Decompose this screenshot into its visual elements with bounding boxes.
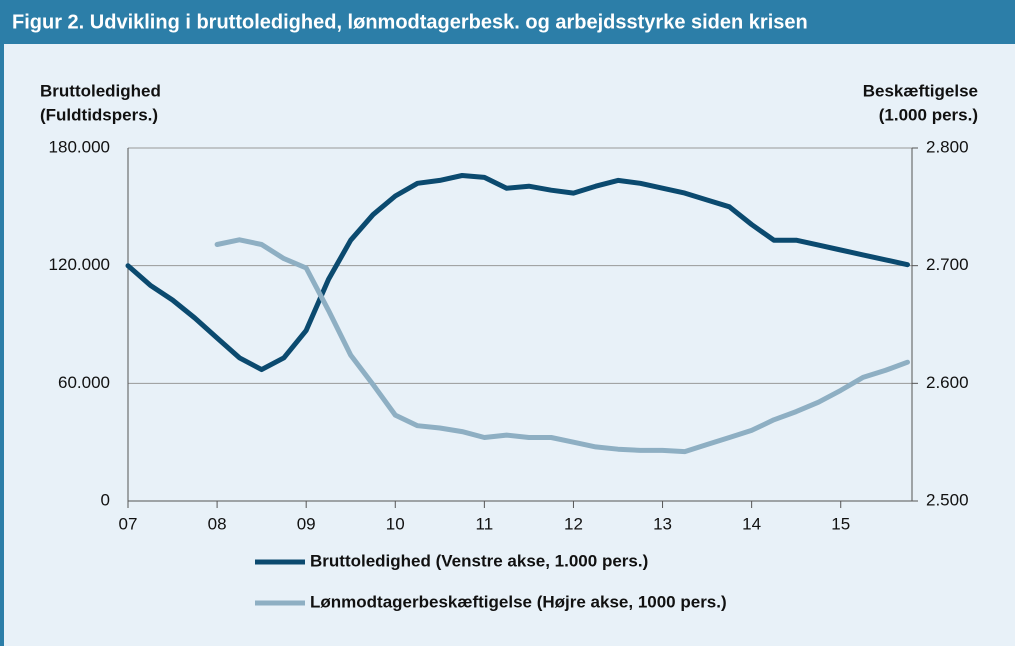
- y-tick-label: 120.000: [49, 255, 110, 274]
- header: [0, 0, 1015, 44]
- y2-tick-label: 2.700: [926, 255, 969, 274]
- y2-tick-label: 2.500: [926, 490, 969, 509]
- x-tick-label: 08: [208, 514, 227, 533]
- y2-tick-label: 2.800: [926, 137, 969, 156]
- x-tick-label: 15: [831, 514, 850, 533]
- line: [214, 237, 910, 455]
- y-tick-label: 0: [101, 490, 110, 509]
- x-tick-label: 07: [119, 514, 138, 533]
- y-tick-label: 60.000: [58, 373, 110, 392]
- x-tick-label: 10: [386, 514, 405, 533]
- y-tick-label: 180.000: [49, 137, 110, 156]
- line: [125, 173, 910, 373]
- x-tick-label: 12: [564, 514, 583, 533]
- y2-axis-label: (1.000 pers.): [879, 105, 978, 124]
- y2-axis-label: Beskæftigelse: [863, 81, 978, 100]
- x-tick-label: 11: [476, 514, 494, 533]
- y-axis-label: (Fuldtidspers.): [40, 105, 158, 124]
- x-tick-label: 13: [653, 514, 672, 533]
- panel-border: [0, 0, 4, 646]
- legend-label: Bruttoledighed (Venstre akse, 1.000 pers…: [310, 551, 648, 570]
- y2-tick-label: 2.600: [926, 373, 969, 392]
- x-tick-label: 14: [742, 514, 761, 533]
- y-axis-label: Bruttoledighed: [40, 81, 161, 100]
- legend-label: Lønmodtagerbeskæftigelse (Højre akse, 10…: [310, 592, 727, 611]
- chart-title: Figur 2. Udvikling i bruttoledighed, løn…: [12, 11, 808, 33]
- x-tick-label: 09: [297, 514, 316, 533]
